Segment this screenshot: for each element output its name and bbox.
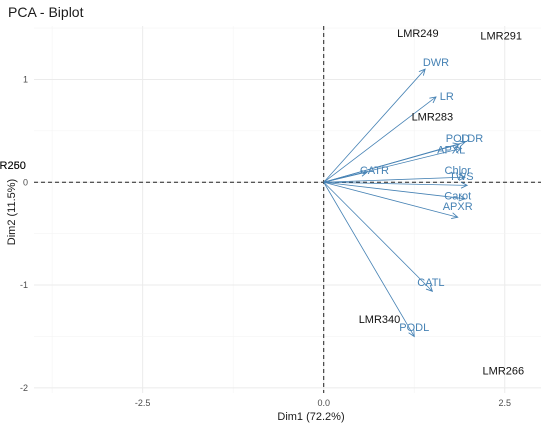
- individual-label-lmr260: LMR260: [0, 160, 26, 172]
- y-tick-label: 0: [23, 177, 28, 187]
- variable-label-carot: Carot: [444, 191, 471, 203]
- variable-arrow-podl: [323, 182, 415, 338]
- variable-label-chlor: Chlor: [445, 165, 472, 177]
- variable-label-ldr: LDR: [461, 133, 483, 145]
- variable-label-podl: PODL: [399, 322, 429, 334]
- variable-label-apxr: APXR: [443, 201, 473, 213]
- individual-labels: LMR249 LMR291 LMR283 LMR250LMR260 LMR340 LMR2…: [0, 28, 524, 377]
- x-axis-title: Dim1 (72.2%): [277, 411, 344, 423]
- individual-label-lmr283: LMR283: [412, 111, 454, 123]
- variable-label-tws: TWS: [449, 171, 473, 183]
- variable-arrow-dwr: [323, 68, 426, 183]
- individual-label-lmr250: LMR250: [0, 160, 26, 172]
- variable-arrow-carot: [323, 181, 466, 202]
- variable-label-catr: CATR: [360, 165, 389, 177]
- individual-label-lmr249: LMR249: [397, 28, 439, 40]
- y-tick-label: -2: [20, 383, 28, 393]
- variable-arrow-catl: [323, 181, 434, 292]
- individual-label-lmr340: LMR340: [359, 314, 401, 326]
- variable-arrow-apxr: [323, 181, 459, 220]
- variable-label-dwr: DWR: [423, 57, 449, 69]
- x-tick-label: -2.5: [135, 398, 151, 408]
- x-tick-label: 0.0: [317, 398, 330, 408]
- y-tick-label: 1: [23, 74, 28, 84]
- variable-arrow-tws: [323, 181, 469, 189]
- chart-title: PCA - Biplot: [8, 4, 84, 20]
- variable-arrow-chlor: [323, 173, 466, 183]
- zero-lines: [34, 26, 541, 393]
- variable-label-lr: LR: [440, 91, 454, 103]
- axis-ticks: -2.5 0.0 2.5 1 0 -1 -2: [20, 74, 511, 408]
- variable-arrow-ldr: [323, 140, 466, 183]
- variable-label-catl: CATL: [417, 277, 444, 289]
- individual-label-lmr266: LMR266: [483, 365, 525, 377]
- variable-label-apxl: APXL: [437, 144, 465, 156]
- variable-arrow-lr: [323, 96, 437, 183]
- y-axis-title: Dim2 (11.5%): [6, 179, 18, 245]
- y-tick-label: -1: [20, 280, 28, 290]
- variable-arrow-catr: [323, 170, 369, 183]
- individual-label-lmr291: LMR291: [480, 30, 522, 42]
- x-tick-label: 2.5: [499, 398, 512, 408]
